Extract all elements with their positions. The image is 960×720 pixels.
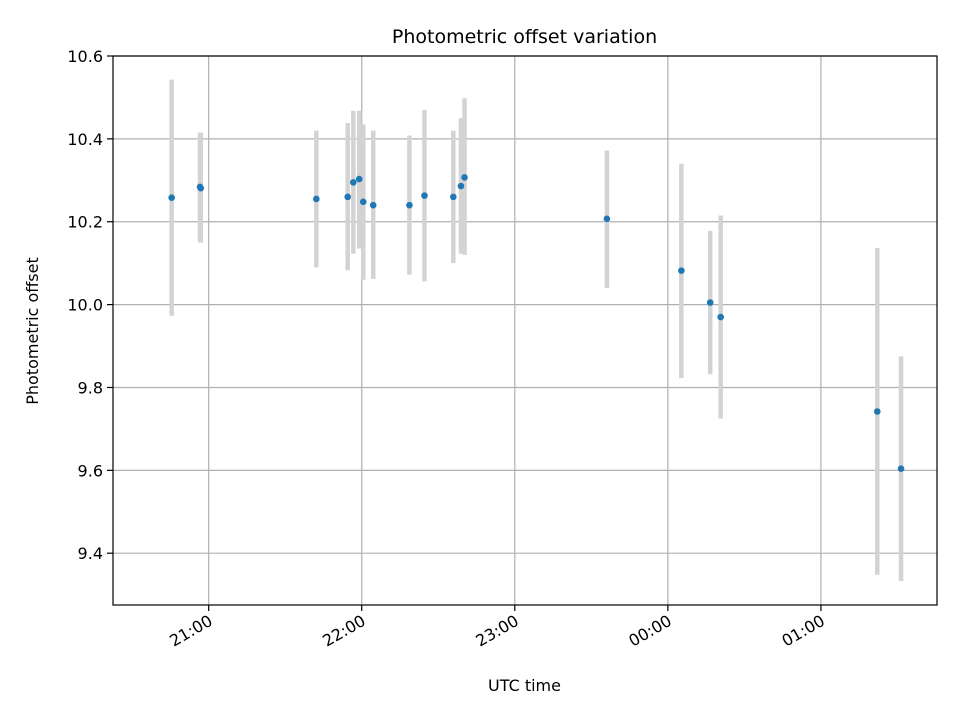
data-point [168,194,175,202]
data-point [421,192,428,199]
data-point [706,299,714,306]
data-point [313,195,320,203]
data-points [168,174,905,472]
data-point [457,182,465,190]
data-point [406,201,413,209]
y-tick-label: 10.6 [67,47,103,66]
data-point [359,198,367,206]
data-point [897,465,905,472]
y-tick-label: 9.6 [78,461,103,480]
chart-title: Photometric offset variation [392,26,657,48]
plot-area-frame [112,55,938,606]
grid [113,55,937,605]
data-point [717,313,724,321]
data-point [355,175,363,183]
data-point [874,408,881,415]
data-point [344,193,351,201]
y-tick-label: 10.4 [67,130,103,149]
y-tick-label: 10.2 [67,213,103,232]
data-point [450,193,457,201]
data-point [461,174,468,181]
y-tick-label: 10.0 [67,296,103,315]
y-tick-label: 9.4 [78,544,103,563]
data-point [350,179,357,186]
data-point [603,215,611,223]
y-tick-label: 9.8 [78,378,103,397]
data-point [678,267,685,274]
data-point [369,201,377,209]
x-axis-title: UTC time [488,676,561,695]
data-point [197,184,205,192]
y-axis-title: Photometric offset [23,257,42,405]
